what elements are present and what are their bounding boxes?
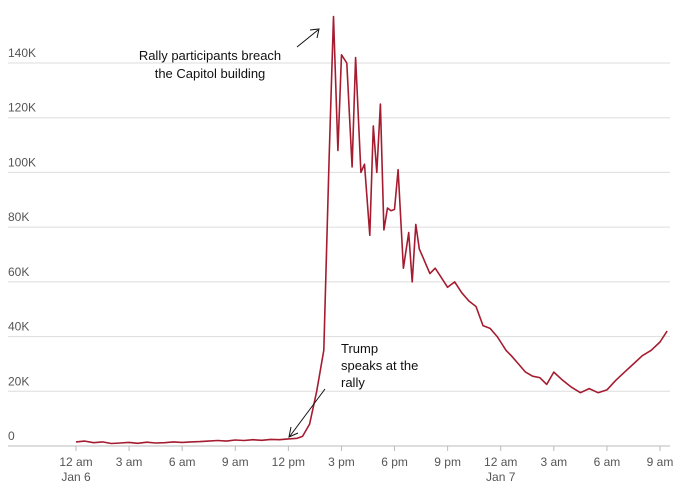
x-tick-label: 12 pm: [272, 455, 305, 469]
annotation-breach-arrow: [296, 29, 319, 48]
annotation-breach-line-1: Rally participants breach: [139, 48, 281, 63]
y-tick-label: 120K: [8, 101, 36, 115]
x-tick-label: 12 am: [59, 455, 92, 469]
series-line: [75, 15, 668, 445]
x-tick-label: 12 am: [484, 455, 517, 469]
annotation-trump-line-1: Trump: [341, 341, 378, 356]
annotation-trump-line-3: rally: [341, 375, 365, 390]
y-tick-label: 40K: [8, 320, 29, 334]
x-tick-label: 3 am: [116, 455, 143, 469]
y-tick-label: 60K: [8, 265, 29, 279]
annotation-breach-line-2: the Capitol building: [155, 66, 266, 81]
y-tick-label: 20K: [8, 374, 29, 388]
x-tick-label: 6 pm: [381, 455, 408, 469]
annotation-trump-line-2: speaks at the: [341, 358, 418, 373]
annotation-trump: Trump speaks at the rally: [288, 341, 418, 438]
x-tick-sublabel: Jan 7: [486, 470, 516, 482]
y-tick-label: 140K: [8, 46, 36, 60]
x-tick-label: 3 pm: [328, 455, 355, 469]
x-tick-label: 6 am: [594, 455, 621, 469]
y-tick-label: 100K: [8, 155, 36, 169]
x-tick-label: 9 am: [222, 455, 249, 469]
x-tick-label: 9 pm: [434, 455, 461, 469]
annotation-trump-arrow: [289, 388, 326, 437]
y-tick-label: 80K: [8, 210, 29, 224]
grid-lines: [8, 62, 670, 447]
y-axis-ticks: 0 20K 40K 60K 80K 100K 120K 140K: [8, 46, 36, 443]
annotation-trump-arrowhead: [288, 426, 299, 438]
annotation-breach-arrowhead: [309, 28, 320, 39]
x-tick-label: 9 am: [647, 455, 674, 469]
y-tick-label: 0: [8, 429, 15, 443]
x-tick-label: 6 am: [169, 455, 196, 469]
x-tick-sublabel: Jan 6: [61, 470, 91, 482]
annotation-breach: Rally participants breach the Capitol bu…: [139, 28, 320, 81]
x-tick-label: 3 am: [540, 455, 567, 469]
